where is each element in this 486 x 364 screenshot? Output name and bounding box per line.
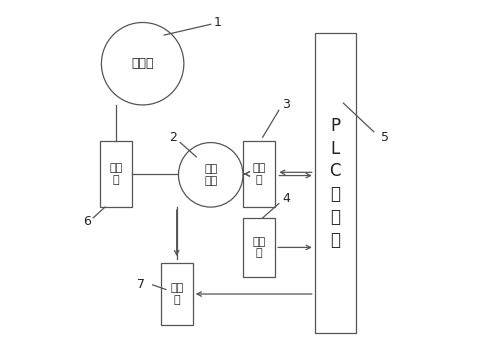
Text: 变频
器: 变频 器: [253, 163, 266, 185]
Text: 编码
器: 编码 器: [253, 237, 266, 258]
Bar: [100, 141, 132, 207]
Text: 2: 2: [169, 131, 177, 144]
Text: 6: 6: [83, 215, 91, 228]
Text: 5: 5: [381, 131, 389, 144]
Bar: [243, 141, 275, 207]
Text: 3: 3: [282, 98, 290, 111]
Text: 1: 1: [214, 16, 222, 29]
Text: 7: 7: [137, 278, 145, 291]
Bar: [315, 33, 356, 333]
Text: 4: 4: [282, 191, 290, 205]
Text: 制动
器: 制动 器: [170, 283, 183, 305]
Text: P
L
C
控
制
器: P L C 控 制 器: [330, 116, 341, 249]
Bar: [243, 218, 275, 277]
Text: 减速
箱: 减速 箱: [109, 163, 122, 185]
Bar: [160, 263, 193, 325]
Text: 变频
电机: 变频 电机: [204, 164, 217, 186]
Text: 绕线盘: 绕线盘: [131, 57, 154, 70]
